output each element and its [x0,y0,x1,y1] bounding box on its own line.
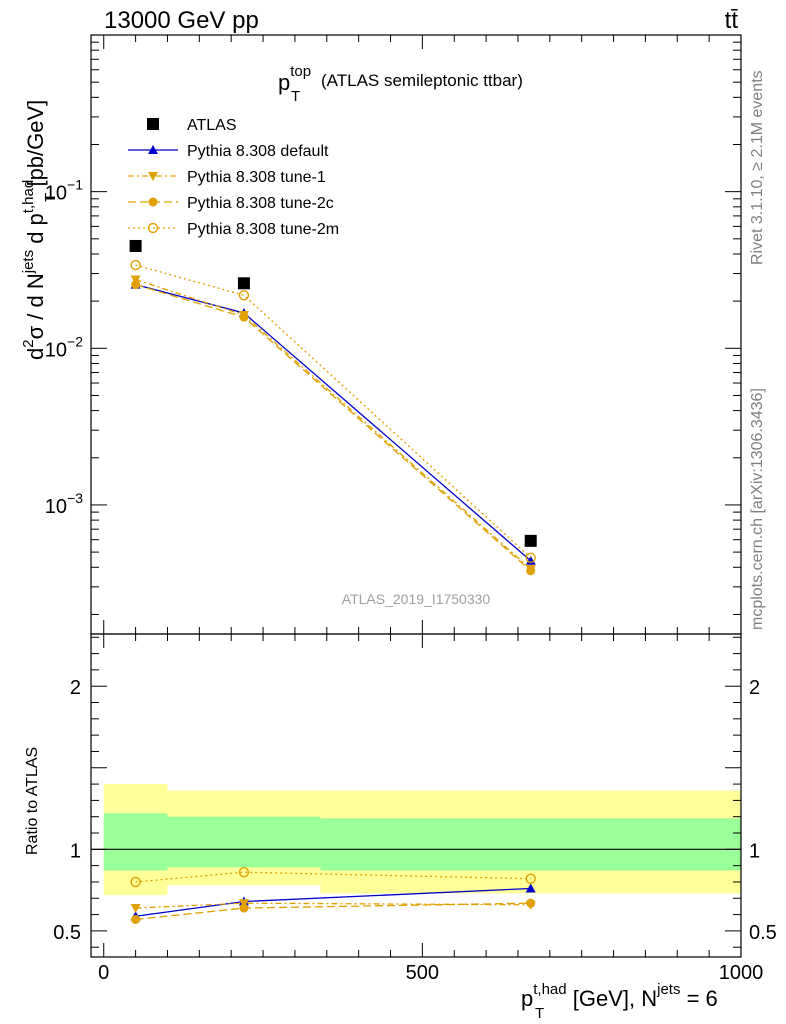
ylabel-units: [pb/GeV] [23,100,48,193]
ratio-series-3 [130,866,536,888]
legend-entry: Pythia 8.308 default [128,143,329,160]
ratio-data-point [130,876,141,888]
ratio-data-point [525,873,536,884]
plot-title-main: p [278,70,290,95]
rivet-version-text: Rivet 3.1.10, ≥ 2.1M events [749,70,766,265]
y-axis-label-upper: d2σ / d Njets d pt,had T [pb/GeV] [20,100,59,360]
ylabel-sup2: 2 [20,339,37,347]
ratio-data-point [239,903,249,913]
y-tick-label: 10−2 [45,333,83,361]
xlabel-thad: t,had [533,981,566,998]
xlabel-p: p [521,986,533,1011]
legend-entry: Pythia 8.308 tune-2m [128,221,339,238]
uncertainty-band-stat [320,818,741,871]
ratio-y-tick-label: 0.5 [53,922,81,944]
legend-marker [148,145,158,154]
data-point [237,277,250,290]
plot-title: ptop [278,63,311,95]
legend-label: Pythia 8.308 default [187,143,329,160]
series-2 [130,275,536,574]
legend-entry: Pythia 8.308 tune-2c [128,195,334,212]
data-point [239,312,249,322]
ratio-y-tick-label-right: 1 [749,840,760,862]
x-axis-label: pt,had [GeV], Njets = 6 [521,981,718,1011]
ratio-y-tick-label: 1 [70,840,81,862]
y-tick-label-exp: −1 [67,177,83,193]
uncertainty-band-stat [103,813,168,871]
ylabel-thad: t,had [20,180,37,213]
ratio-data-point [131,914,141,924]
series-line [135,283,532,562]
legend-entry: Pythia 8.308 tune-1 [128,169,326,186]
main-plot-panel: 10−310−210−1 [45,34,742,635]
data-point [129,239,142,252]
plot-title-sub: T [291,88,300,105]
ratio-data-point [525,883,536,893]
header-collision: 13000 GeV pp [104,7,259,34]
legend-entry: ATLAS [147,117,237,134]
xlabel-jets: jets [656,981,680,998]
data-point [238,290,250,301]
ratio-y-tick-label-right: 2 [749,677,760,699]
y-tick-label-exp: −3 [67,490,83,506]
data-point [131,280,141,290]
ratio-series-line [135,871,531,883]
y-tick-label: 10−3 [45,490,83,518]
x-tick-label: 500 [406,962,439,984]
legend-label: Pythia 8.308 tune-1 [187,169,326,186]
y-tick-label-exp: −2 [67,333,83,349]
legend-marker [148,197,158,207]
legend-marker [147,222,159,234]
series-line [135,283,532,572]
series-line [135,278,532,570]
data-point [524,534,537,547]
series-3 [131,280,536,576]
ratio-data-point [238,866,250,878]
plot-title-rest: (ATLAS semileptonic ttbar) [321,71,523,90]
header-process: tt̄ [725,7,739,34]
legend: ATLAS Pythia 8.308 default Pythia 8.308 tu… [128,117,339,238]
ratio-data-point [526,898,536,908]
analysis-id: ATLAS_2019_I1750330 [342,591,491,607]
legend-label: ATLAS [187,117,237,134]
data-point [525,555,536,565]
x-tick-label: 1000 [719,962,764,984]
legend-label: Pythia 8.308 tune-2c [187,195,334,212]
plot-title-sup: top [290,63,311,80]
ylabel-T: T [42,193,59,202]
x-tick-label: 0 [98,962,109,984]
series-line [135,264,532,559]
data-point [525,552,536,563]
mcplots-text: mcplots.cern.ch [arXiv:1306.3436] [749,388,766,630]
y-tick-label-base: 10 [45,339,67,361]
series-0 [129,239,537,547]
ratio-y-tick-label-right: 0.5 [749,922,777,944]
ratio-plot-panel: 0.5 0.5 1 1 2 2 0 500 1000 [53,633,777,984]
xlabel-mid: [GeV], N [567,986,657,1011]
lower-frame [90,633,742,958]
legend-marker [147,118,159,130]
ylabel-sigma: σ / d N [23,273,48,339]
data-point [130,275,141,285]
y-tick-label: 10−1 [45,177,83,205]
data-point [526,566,536,576]
xlabel-T: T [535,1005,544,1022]
data-point [130,259,141,271]
y-tick-label-base: 10 [45,496,67,518]
ratio-series-2 [131,898,536,924]
y-axis-label-lower: Ratio to ATLAS [24,747,41,855]
uncertainty-band-stat [167,816,321,868]
ratio-y-tick-label: 2 [70,677,81,699]
ylabel-jets: jets [20,250,37,274]
series-4 [130,259,536,563]
xlabel-end: = 6 [680,986,717,1011]
y-tick-label-base: 10 [45,183,67,205]
legend-label: Pythia 8.308 tune-2m [187,221,339,238]
ylabel-dp: d p [23,213,48,250]
ratio-data-point [130,904,141,914]
ylabel-d: d [23,348,48,360]
legend-marker [148,172,158,181]
